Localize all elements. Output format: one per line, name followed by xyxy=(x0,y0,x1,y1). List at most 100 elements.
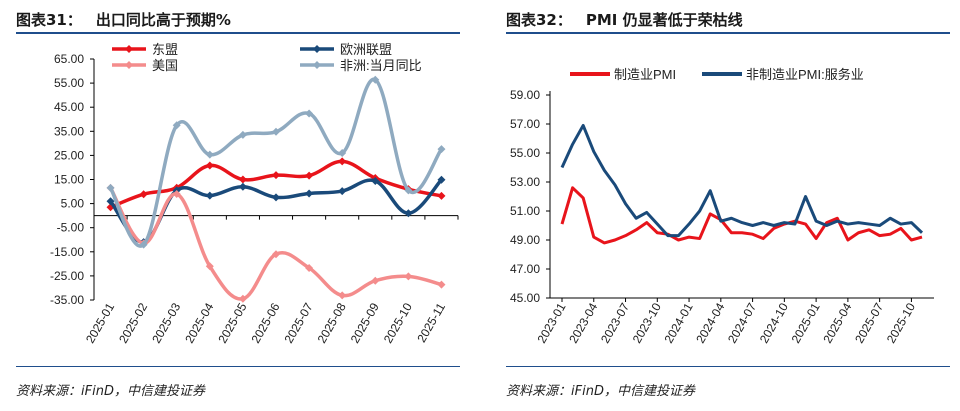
series-point-0 xyxy=(205,161,214,170)
legend-label: 非制造业PMI:服务业 xyxy=(746,67,864,82)
series-point-2 xyxy=(404,272,413,281)
x-tick-label: 2025-06 xyxy=(248,300,282,345)
x-tick-label: 2025-04 xyxy=(182,300,216,345)
y-tick-label: 65.00 xyxy=(54,52,84,66)
series-point-1 xyxy=(338,187,347,196)
legend-marker xyxy=(125,45,133,53)
x-tick-label: 2025-10 xyxy=(884,300,918,345)
x-tick-label: 2023-10 xyxy=(630,300,664,345)
series-point-0 xyxy=(338,157,347,166)
source-rule xyxy=(16,366,460,367)
series-point-0 xyxy=(139,190,148,199)
pmi-line-chart: 45.00 47.00 49.00 51.00 53.00 55.00 57.00 59.00… xyxy=(510,67,934,346)
legend-marker xyxy=(313,45,321,53)
series-point-2 xyxy=(205,262,214,271)
title-rule xyxy=(16,32,460,34)
series-point-3 xyxy=(437,145,446,154)
series-point-2 xyxy=(272,250,280,259)
x-tick-label: 2025-03 xyxy=(149,300,183,345)
series-point-2 xyxy=(437,280,446,289)
series-point-1 xyxy=(106,197,115,206)
y-tick-label: 57.00 xyxy=(510,117,540,131)
export-yoy-line-chart: -35.00 -25.00 -15.00 -5.00 5.00 15.00 25.00 35.… xyxy=(50,42,459,346)
x-tick-label: 2023-01 xyxy=(534,300,568,345)
x-tick-label: 2025-07 xyxy=(282,300,316,345)
series-point-2 xyxy=(172,189,181,198)
series-point-1 xyxy=(305,189,314,198)
series-point-2 xyxy=(238,294,247,303)
series-point-1 xyxy=(205,191,214,200)
series-point-3 xyxy=(205,150,214,159)
series-point-3 xyxy=(172,121,181,130)
legend-marker xyxy=(125,61,133,69)
x-tick-label: 2025-07 xyxy=(852,300,886,345)
y-tick-label: 35.00 xyxy=(54,124,84,138)
x-tick-label: 2023-04 xyxy=(566,300,600,345)
figure-title: 图表31： 出口同比高于预期% xyxy=(16,9,231,30)
y-tick-label: 51.00 xyxy=(510,204,540,218)
legend-label: 东盟 xyxy=(152,42,178,57)
series-point-0 xyxy=(272,171,280,180)
figure-32: 图表32： PMI 仍显著低于荣枯线 45.00 47.00 49.00 51.00 53… xyxy=(490,0,960,411)
y-tick-label: 45.00 xyxy=(54,100,84,114)
series-point-2 xyxy=(338,291,347,300)
legend-marker xyxy=(313,61,321,69)
x-tick-label: 2025-01 xyxy=(83,300,117,345)
x-tick-label: 2025-11 xyxy=(414,300,448,345)
x-tick-label: 2025-05 xyxy=(215,300,249,345)
x-tick-label: 2025-10 xyxy=(381,300,415,345)
x-tick-label: 2024-04 xyxy=(693,300,727,345)
y-tick-label: 53.00 xyxy=(510,175,540,189)
series-point-3 xyxy=(338,148,347,157)
legend-label: 非洲:当月同比 xyxy=(340,58,422,73)
series-point-3 xyxy=(238,130,247,139)
series-point-3 xyxy=(371,75,380,84)
figure-title: 图表32： PMI 仍显著低于荣枯线 xyxy=(506,9,743,30)
x-tick-label: 2024-10 xyxy=(757,300,791,345)
series-point-1 xyxy=(371,176,380,185)
x-tick-label: 2025-02 xyxy=(116,300,150,345)
figure-number: 图表31： xyxy=(16,11,82,29)
series-point-1 xyxy=(437,175,446,184)
series-point-2 xyxy=(305,263,314,272)
series-point-3 xyxy=(404,186,413,195)
y-tick-label: -25.00 xyxy=(50,269,84,283)
y-tick-label: 25.00 xyxy=(54,148,84,162)
series-point-3 xyxy=(139,240,148,249)
figure-caption: PMI 仍显著低于荣枯线 xyxy=(585,11,743,29)
y-tick-label: 49.00 xyxy=(510,233,540,247)
y-tick-label: -15.00 xyxy=(50,245,84,259)
series-line-2 xyxy=(109,187,442,301)
y-tick-label: 55.00 xyxy=(510,146,540,160)
series-point-3 xyxy=(106,183,115,192)
legend-label: 制造业PMI xyxy=(614,67,676,82)
x-tick-label: 2024-01 xyxy=(662,300,696,345)
y-tick-label: -5.00 xyxy=(57,221,85,235)
y-tick-label: 45.00 xyxy=(510,291,540,305)
series-line-0 xyxy=(560,186,923,245)
series-point-0 xyxy=(305,171,314,180)
source-rule xyxy=(506,366,950,367)
x-tick-label: 2025-08 xyxy=(315,300,349,345)
series-point-1 xyxy=(272,193,280,202)
legend-label: 美国 xyxy=(152,58,178,73)
y-tick-label: 47.00 xyxy=(510,262,540,276)
y-tick-label: 15.00 xyxy=(54,173,84,187)
series-line-1 xyxy=(560,123,924,238)
y-tick-label: 59.00 xyxy=(510,88,540,102)
x-tick-label: 2025-01 xyxy=(789,300,823,345)
x-tick-label: 2024-07 xyxy=(725,300,759,345)
series-point-1 xyxy=(238,182,247,191)
series-point-1 xyxy=(404,209,413,218)
y-tick-label: 5.00 xyxy=(61,197,85,211)
series-point-2 xyxy=(371,276,380,285)
series-point-0 xyxy=(238,175,247,184)
figure-caption: 出口同比高于预期% xyxy=(95,11,231,29)
series-point-3 xyxy=(305,109,314,118)
series-point-0 xyxy=(437,191,446,200)
source-note: 资料来源：iFinD，中信建投证券 xyxy=(16,384,205,399)
x-tick-label: 2025-09 xyxy=(348,300,382,345)
figure-number: 图表32： xyxy=(506,11,572,29)
legend-label: 欧洲联盟 xyxy=(340,42,392,57)
source-note: 资料来源：iFinD，中信建投证券 xyxy=(506,384,695,399)
